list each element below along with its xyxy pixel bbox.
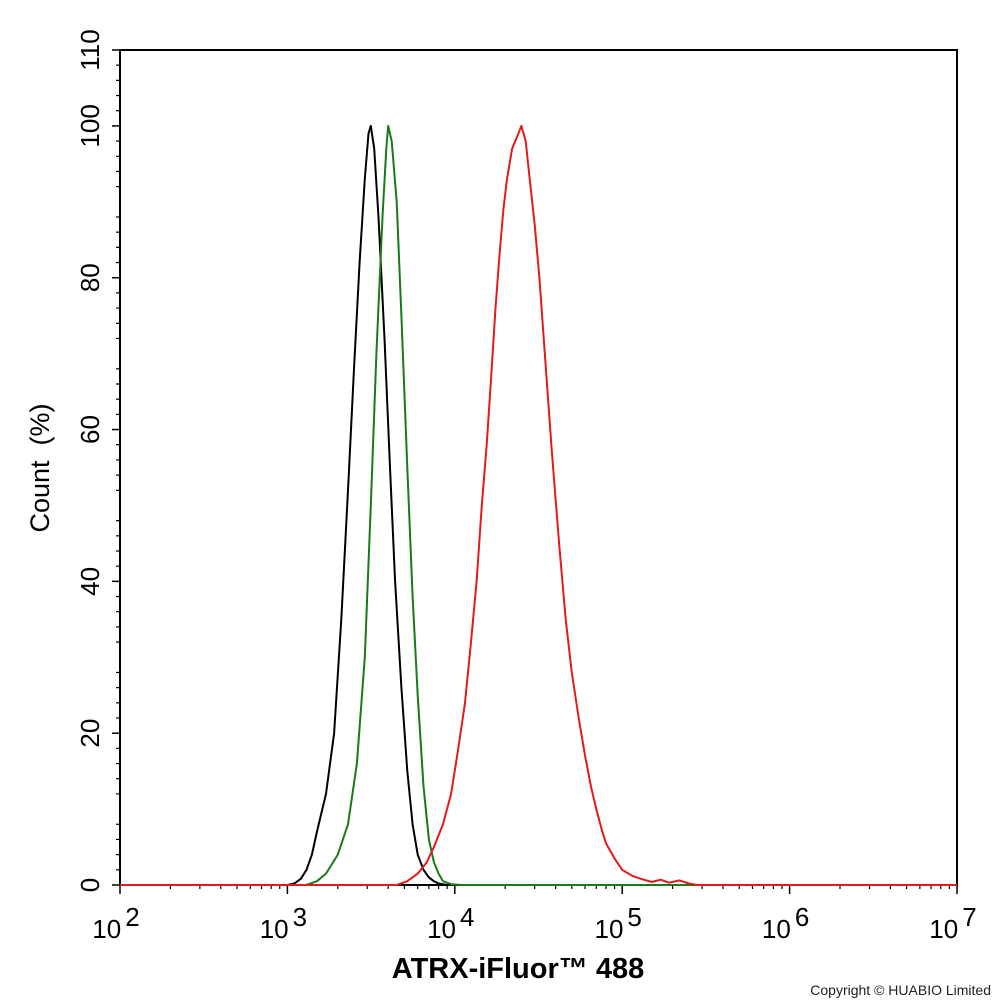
y-tick-label: 110	[75, 29, 105, 70]
y-tick-label: 0	[75, 878, 105, 892]
y-minor-ticks	[116, 64, 120, 871]
y-major-ticks: 0 20 40 60 80 100 110	[75, 29, 120, 892]
x-tick-label: 10 7	[929, 902, 976, 944]
series-line-2	[120, 124, 957, 886]
x-tick-label: 10 5	[595, 902, 642, 944]
y-tick-label: 80	[75, 263, 105, 292]
copyright-text: Copyright © HUABIO Limited	[810, 982, 991, 998]
y-tick-label: 20	[75, 719, 105, 748]
series-layer	[120, 124, 957, 886]
plot-frame	[119, 49, 958, 886]
x-tick-label: 10 2	[92, 902, 139, 944]
x-tick-label: 10 3	[260, 902, 307, 944]
x-tick-label: 10 4	[427, 902, 474, 944]
x-major-ticks: 10 2 10 3 10 4 10 5 10 6 10 7	[92, 885, 977, 944]
y-tick-label: 100	[75, 104, 105, 147]
series-line-1	[120, 124, 957, 886]
x-tick-label: 10 6	[762, 902, 809, 944]
x-axis-label: ATRX-iFluor™ 488	[392, 953, 644, 985]
y-tick-label: 40	[75, 567, 105, 596]
y-axis-label: Count (%)	[25, 403, 55, 532]
y-tick-label: 60	[75, 415, 105, 444]
series-line-3	[120, 124, 957, 886]
